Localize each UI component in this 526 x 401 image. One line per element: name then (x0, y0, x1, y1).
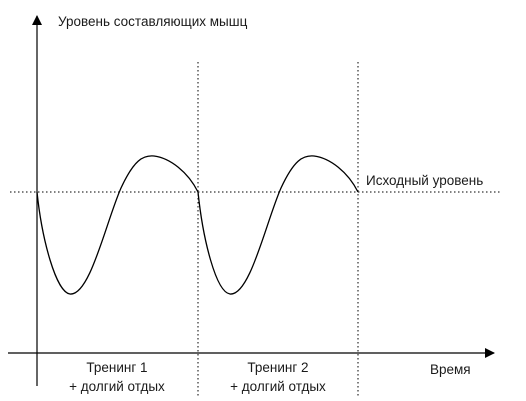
x-axis-label: Время (430, 362, 471, 377)
phase-1-label: Тренинг 1 (86, 360, 147, 375)
muscle-level-curve (36, 155, 359, 295)
phase-2-sublabel: + долгий отдых (230, 379, 326, 394)
phase-1-sublabel: + долгий отдых (69, 379, 165, 394)
y-axis-label: Уровень составляющих мышц (58, 14, 248, 29)
baseline-label: Исходный уровень (366, 173, 483, 188)
phase-2-label: Тренинг 2 (247, 360, 308, 375)
